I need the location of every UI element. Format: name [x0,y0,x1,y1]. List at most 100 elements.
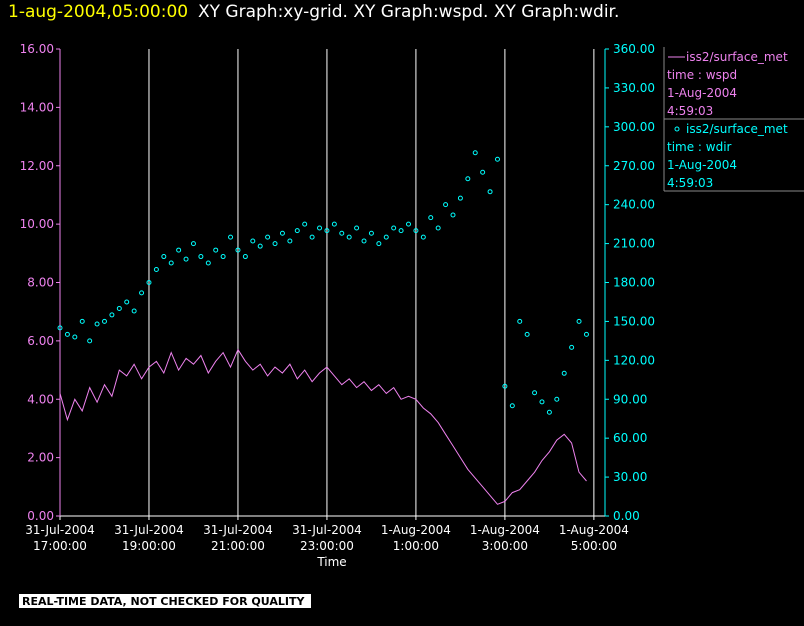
wdir-point [517,318,523,324]
wdir-point [420,234,426,240]
x-tick-label-line: 17:00:00 [33,539,87,553]
legend-detail: 4:59:03 [667,176,713,190]
y-tick-label: 0.00 [27,509,54,523]
wdir-point [124,299,130,305]
wdir-point [242,254,248,260]
wdir-point [190,241,196,247]
y2-tick-label: 150.00 [613,314,655,328]
x-tick-label-line: 1-Aug-2004 [381,523,451,537]
wdir-point [569,344,575,350]
y2-tick-label: 360.00 [613,42,655,56]
x-tick-label-line: 3:00:00 [482,539,528,553]
x-tick-label: 31-Jul-2004 21:00:00 [203,523,273,553]
wdir-point [324,228,330,234]
wdir-point [509,403,515,409]
y-tick-label: 4.00 [27,392,54,406]
wdir-point [554,396,560,402]
wdir-point [250,238,256,244]
wdir-point [213,247,219,253]
x-tick-label-line: 31-Jul-2004 [203,523,273,537]
x-tick-label-line: 1-Aug-2004 [470,523,540,537]
legend-name: iss2/surface_met [686,50,788,64]
legend-detail: time : wdir [667,140,732,154]
wdir-point [101,318,107,324]
wdir-point [391,225,397,231]
y2-tick-label: 270.00 [613,159,655,173]
wdir-point [472,150,478,156]
wdir-point [480,169,486,175]
wdir-point [487,189,493,195]
wdir-point [406,221,412,227]
wdir-point [87,338,93,344]
x-axis-label: Time [316,555,346,569]
wdir-point [146,280,152,285]
x-tick-label: 31-Jul-2004 17:00:00 [25,523,95,553]
legend-name: iss2/surface_met [686,122,788,136]
x-tick-label: 1-Aug-2004 1:00:00 [381,523,451,553]
legend-detail: 1-Aug-2004 [667,158,737,172]
x-tick-label-line: 5:00:00 [571,539,617,553]
wdir-point [64,331,70,337]
chart-subtitle: XY Graph:xy-grid. XY Graph:wspd. XY Grap… [198,2,619,22]
wdir-point [220,254,226,260]
wdir-point [383,234,389,240]
wdir-point [257,243,263,249]
y2-tick-label: 240.00 [613,198,655,212]
wdir-point [502,383,508,389]
wdir-point [153,267,159,273]
wdir-point [428,215,434,221]
legend-detail: time : wspd [667,68,737,82]
wdir-point [79,318,85,324]
wdir-point [413,228,419,234]
wdir-point [109,312,115,318]
y-tick-label: 6.00 [27,334,54,348]
x-tick-label-line: 31-Jul-2004 [114,523,184,537]
wdir-point [450,212,456,218]
x-tick-label-line: 1:00:00 [393,539,439,553]
y2-tick-label: 120.00 [613,353,655,367]
y2-tick-label: 330.00 [613,81,655,95]
x-tick-label: 1-Aug-2004 3:00:00 [470,523,540,553]
x-tick-label: 31-Jul-2004 19:00:00 [114,523,184,553]
x-tick-label-line: 23:00:00 [300,539,354,553]
wdir-point [546,409,552,415]
wdir-point [116,305,122,311]
y-tick-label: 16.00 [20,42,54,56]
wdir-point [361,238,367,244]
legend-detail: 4:59:03 [667,104,713,118]
wdir-point [354,225,360,231]
y2-tick-label: 0.00 [613,509,640,523]
wdir-point [265,234,271,240]
wdir-point [376,241,382,247]
chart-title: 1-aug-2004,05:00:00 [8,2,188,22]
x-tick-label-line: 31-Jul-2004 [292,523,362,537]
y-tick-label: 10.00 [20,217,54,231]
wdir-point [131,308,137,314]
x-tick-label-line: 31-Jul-2004 [25,523,95,537]
y2-tick-label: 90.00 [613,392,647,406]
wdir-point [57,325,63,331]
wdir-point [309,234,315,240]
wdir-point [302,221,308,227]
wdir-point [235,247,241,253]
wdir-point [339,230,345,236]
y2-tick-label: 210.00 [613,237,655,251]
x-tick-label-line: 19:00:00 [122,539,176,553]
wdir-point [576,318,582,324]
wdir-point [168,260,174,266]
wdir-point [176,247,182,253]
y2-tick-label: 180.00 [613,276,655,290]
wdir-point [317,225,323,231]
x-tick-label-line: 21:00:00 [211,539,265,553]
wdir-point [435,225,441,231]
wdir-point [524,331,530,337]
wdir-point [583,331,589,337]
footer-box [19,594,311,608]
y-tick-label: 14.00 [20,100,54,114]
legend-detail: 1-Aug-2004 [667,86,737,100]
wspd-line [59,348,587,505]
legend-marker [674,126,680,132]
wdir-point [287,238,293,244]
wdir-point [198,254,204,260]
